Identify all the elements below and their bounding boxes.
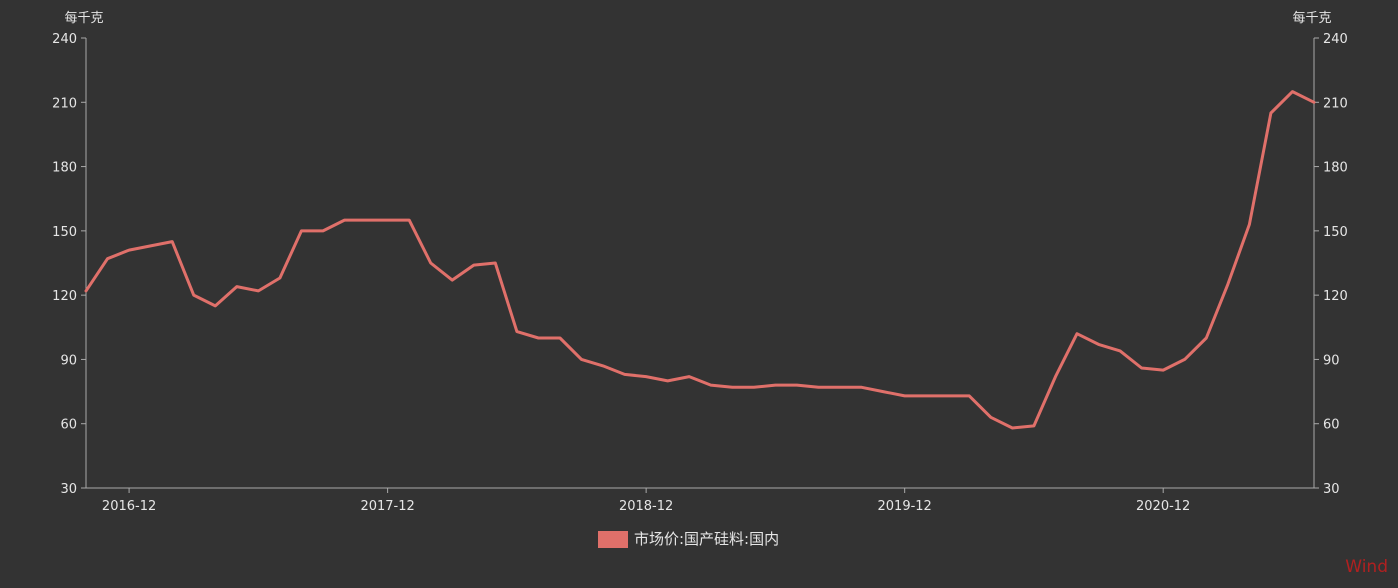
right-axis-unit: 每千克	[1292, 10, 1331, 26]
right-y-tick-label: 90	[1323, 353, 1340, 368]
right-y-tick-label: 120	[1323, 289, 1348, 304]
right-y-tick-label: 60	[1323, 418, 1340, 433]
legend: 市场价:国产硅料:国内	[598, 530, 779, 548]
legend-label: 市场价:国产硅料:国内	[634, 530, 779, 548]
left-axis-unit: 每千克	[64, 10, 103, 26]
x-tick-label: 2020-12	[1136, 499, 1190, 514]
right-y-tick-label: 240	[1323, 32, 1348, 47]
x-tick-label: 2018-12	[619, 499, 673, 514]
legend-swatch	[598, 531, 628, 548]
left-y-tick-label: 240	[52, 32, 77, 47]
right-y-tick-label: 30	[1323, 482, 1340, 497]
series-line	[84, 90, 1316, 430]
right-y-tick-label: 210	[1323, 96, 1348, 111]
x-ticks: 2016-12 2017-12 2018-12 2019-12 2020-12	[102, 488, 1190, 514]
right-y-tick-label: 180	[1323, 161, 1348, 176]
left-y-tick-label: 180	[52, 161, 77, 176]
wind-watermark: Wind	[1345, 557, 1388, 577]
left-y-tick-label: 60	[60, 418, 77, 433]
right-y-tick-label: 150	[1323, 225, 1348, 240]
x-tick-label: 2016-12	[102, 499, 156, 514]
left-y-tick-label: 150	[52, 225, 77, 240]
left-y-tick-label: 210	[52, 96, 77, 111]
x-tick-label: 2017-12	[360, 499, 414, 514]
left-y-ticks: 30 60 90 120 150 180 210 240	[52, 32, 86, 497]
left-y-tick-label: 30	[60, 482, 77, 497]
right-y-ticks: 30 60 90 120 150 180 210 240	[1314, 32, 1348, 497]
x-tick-label: 2019-12	[878, 499, 932, 514]
left-y-tick-label: 120	[52, 289, 77, 304]
left-y-tick-label: 90	[60, 353, 77, 368]
